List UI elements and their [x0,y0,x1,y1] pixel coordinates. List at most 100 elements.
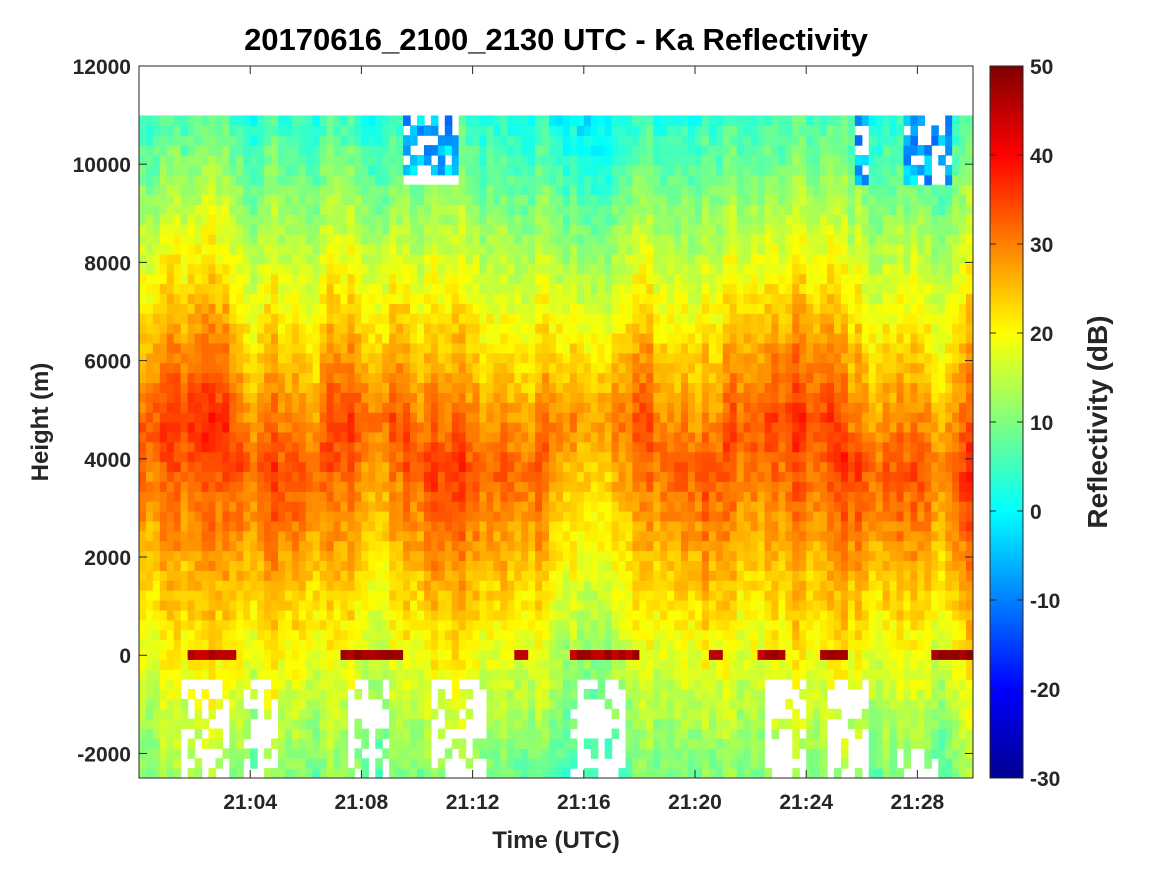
heatmap-cell [326,481,335,492]
heatmap-cell [583,164,592,176]
heatmap-cell [521,342,529,354]
heatmap-cell [222,511,230,522]
heatmap-cell [674,184,682,196]
heatmap-cell [264,392,272,403]
heatmap-cell [514,333,522,344]
heatmap-cell [243,511,251,522]
heatmap-cell [597,402,606,413]
heatmap-cell [284,679,293,690]
heatmap-cell [583,570,592,581]
heatmap-cell [521,659,529,670]
heatmap-cell [284,708,293,720]
heatmap-cell [632,649,640,660]
heatmap-cell [278,669,286,680]
heatmap-cell [333,372,342,384]
heatmap-cell [291,372,300,384]
heatmap-cell [368,530,376,542]
heatmap-cell [347,253,356,265]
heatmap-cell [368,263,376,275]
heatmap-cell [333,580,342,591]
heatmap-cell [354,600,362,611]
heatmap-cell [500,402,508,413]
heatmap-cell [500,550,508,562]
heatmap-cell [549,619,557,631]
heatmap-cell [159,629,168,641]
heatmap-cell [278,323,286,334]
heatmap-cell [597,412,606,423]
heatmap-cell [333,570,342,581]
heatmap-cell [215,560,223,571]
heatmap-cell [451,461,460,473]
heatmap-cell [653,115,661,126]
heatmap-cell [264,342,272,354]
heatmap-cell [472,461,481,473]
heatmap-cell [250,619,258,631]
heatmap-cell [562,164,571,176]
heatmap-cell [653,679,661,690]
heatmap-cell [194,412,203,423]
heatmap-cell [583,283,592,295]
heatmap-cell [396,174,404,186]
heatmap-cell [361,372,369,384]
heatmap-cell [229,382,237,393]
heatmap-cell [514,283,522,295]
heatmap-cell [667,441,675,453]
heatmap-cell [507,283,515,295]
heatmap-cell [257,125,265,136]
heatmap-cell [576,392,585,403]
heatmap-cell [340,639,349,651]
heatmap-cell [152,570,161,581]
heatmap-cell [451,422,460,433]
heatmap-cell [139,431,147,443]
heatmap-cell [298,698,307,710]
heatmap-cell [528,639,536,651]
heatmap-cell [472,570,481,581]
heatmap-cell [507,679,515,690]
heatmap-cell [590,491,599,502]
heatmap-cell [521,540,529,552]
heatmap-cell [500,511,508,522]
heatmap-cell [139,234,147,245]
heatmap-cell [361,461,369,473]
heatmap-cell [507,748,515,759]
heatmap-cell [250,570,258,581]
heatmap-cell [159,481,168,492]
heatmap-cell [410,738,418,749]
heatmap-cell [625,333,634,344]
heatmap-cell [180,362,189,374]
heatmap-cell [368,412,376,423]
heatmap-cell [187,550,196,562]
heatmap-cell [278,629,286,641]
heatmap-cell [312,372,321,384]
heatmap-cell [521,728,529,740]
heatmap-cell [437,283,446,295]
heatmap-cell [278,382,286,393]
heatmap-cell [354,115,362,126]
heatmap-cell [229,629,237,641]
heatmap-cell [660,214,668,225]
heatmap-cell [180,639,189,651]
heatmap-cell [472,224,481,235]
heatmap-cell [423,293,432,304]
heatmap-cell [500,520,508,532]
heatmap-cell [674,590,682,601]
heatmap-cell [271,600,279,611]
chart-title: 20170616_2100_2130 UTC - Ka Reflectivity [244,22,868,57]
heatmap-cell [361,204,369,215]
heatmap-cell [298,204,307,215]
heatmap-cell [257,273,265,285]
heatmap-cell [284,115,293,126]
heatmap-cell [556,491,564,502]
heatmap-cell [326,768,335,778]
heatmap-cell [152,748,161,759]
heatmap-cell [278,234,286,245]
heatmap-cell [271,669,279,680]
heatmap-cell [549,323,557,334]
heatmap-cell [326,649,335,660]
heatmap-cell [618,194,627,206]
heatmap-cell [152,263,161,275]
heatmap-cell [180,560,189,571]
heatmap-cell [257,323,265,334]
heatmap-cell [632,698,640,710]
heatmap-cell [152,412,161,423]
